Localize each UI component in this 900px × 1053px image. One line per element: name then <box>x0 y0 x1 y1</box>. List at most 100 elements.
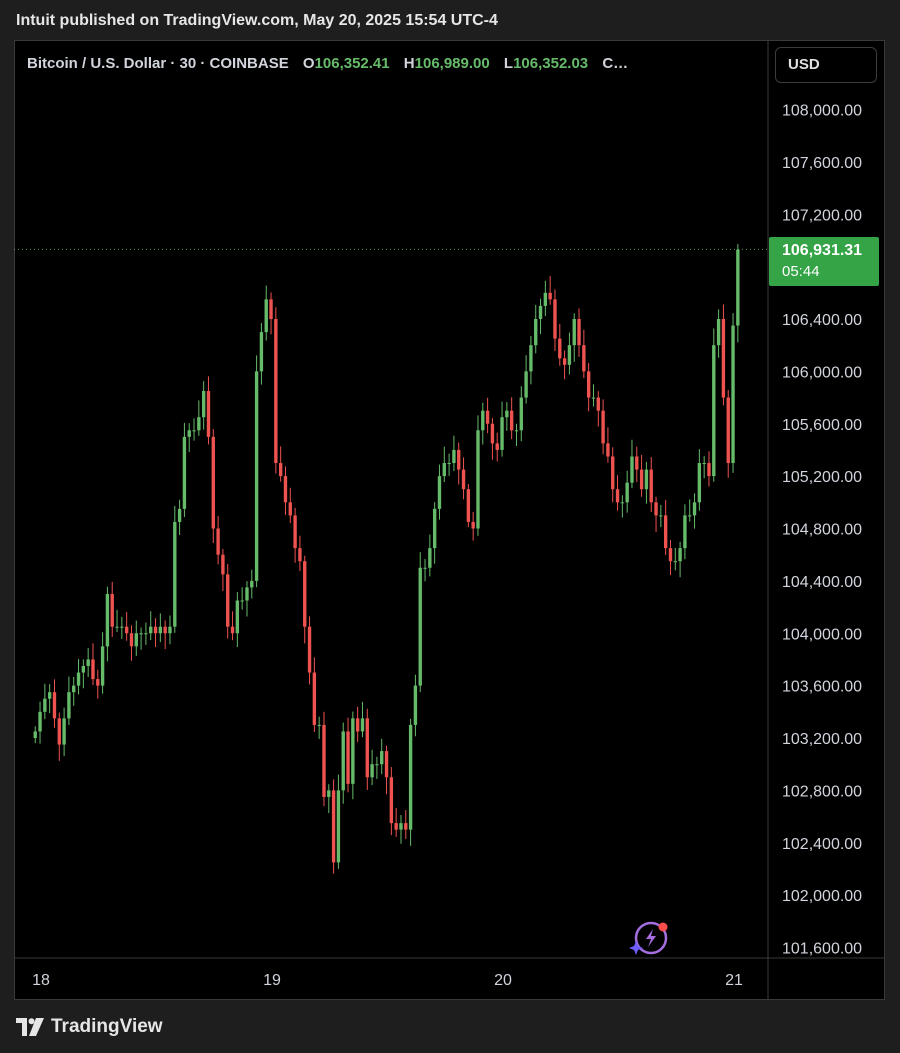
candle-body <box>572 319 576 346</box>
bar-countdown: 05:44 <box>782 263 820 280</box>
candle-body <box>673 561 677 563</box>
symbol-legend: Bitcoin / U.S. Dollar · 30 · COINBASE O1… <box>27 55 628 72</box>
price-chart[interactable]: 108,000.00 107,600.00 107,200.00 106,400.00… <box>14 40 885 1000</box>
candle-body <box>538 305 543 319</box>
candle-body <box>635 456 639 470</box>
candle-body <box>404 823 408 830</box>
low-key: L <box>503 55 514 72</box>
publish-line: Intuit published on TradingView.com, May… <box>16 12 498 29</box>
candle-body <box>447 463 451 465</box>
candle-body <box>442 463 446 477</box>
candle-body <box>341 731 345 791</box>
candle-body <box>726 397 730 464</box>
currency-button[interactable]: USD <box>775 47 877 83</box>
candle-body <box>72 685 76 693</box>
candle-body <box>702 463 706 465</box>
candle-body <box>177 508 182 522</box>
last-price-tag: 106,931.31 05:44 <box>769 237 879 286</box>
candle-body <box>43 698 47 712</box>
candle-body <box>47 692 52 699</box>
candle-body <box>543 292 548 306</box>
candle-body <box>432 508 437 549</box>
candle-body <box>206 391 211 437</box>
symbol-name: Bitcoin / U.S. Dollar · 30 · COINBASE <box>27 55 289 72</box>
candle-body <box>250 580 254 588</box>
candle-body <box>303 561 307 627</box>
candle-body <box>235 600 240 634</box>
candle-body <box>683 515 687 549</box>
candle-body <box>437 476 442 509</box>
candle-body <box>254 371 259 581</box>
y-tick-label: 105,600.00 <box>782 417 862 434</box>
candle-body <box>639 469 644 490</box>
candle-body <box>380 751 384 765</box>
candle-body <box>418 567 422 686</box>
candle-body <box>351 718 355 784</box>
candle-body <box>577 319 581 346</box>
tradingview-logo-icon <box>16 1018 44 1036</box>
candle-body <box>721 319 726 398</box>
y-tick-label: 105,200.00 <box>782 469 862 486</box>
candle-body <box>558 338 562 359</box>
candle-body <box>197 417 201 431</box>
candle-body <box>211 436 215 529</box>
candle-body <box>562 358 567 365</box>
y-tick-label: 103,600.00 <box>782 679 862 696</box>
footer-brand[interactable]: TradingView <box>16 1016 163 1038</box>
candle-body <box>264 299 268 333</box>
candle-body <box>611 456 615 490</box>
y-tick-label: 106,000.00 <box>782 364 862 381</box>
candle-body <box>226 574 230 627</box>
candle-body <box>230 626 235 634</box>
candle-body <box>278 463 283 477</box>
y-tick-label: 101,600.00 <box>782 941 862 958</box>
candle-body <box>688 515 692 517</box>
candle-body <box>692 502 697 516</box>
x-tick-label: 20 <box>494 972 512 989</box>
candle-body <box>110 593 114 627</box>
candle-body <box>630 456 634 483</box>
candle-body <box>485 410 490 424</box>
candle-body <box>336 790 341 863</box>
candle-body <box>187 430 191 437</box>
candle-body <box>408 724 413 830</box>
y-tick-label: 104,800.00 <box>782 522 862 539</box>
candle-body <box>457 449 461 470</box>
candle-body <box>495 443 499 450</box>
candle-body <box>505 410 509 418</box>
candle-body <box>216 528 220 555</box>
candle-body <box>423 567 427 569</box>
candle-body <box>134 633 138 647</box>
candle-body <box>553 299 557 339</box>
candle-body <box>115 626 119 628</box>
candle-body <box>240 600 244 602</box>
candle-body <box>96 679 100 686</box>
candle-body <box>288 502 292 516</box>
candle-body <box>620 502 625 504</box>
candle-body <box>500 417 504 450</box>
candle-body <box>124 626 129 634</box>
candle-body <box>625 482 629 503</box>
close-key: C… <box>602 55 629 72</box>
x-tick-label: 21 <box>725 972 743 989</box>
candle-body <box>663 515 668 549</box>
candle-body <box>654 502 658 516</box>
candle-body <box>144 633 148 635</box>
candle-body <box>591 397 596 399</box>
candle-body <box>697 463 702 503</box>
candle-body <box>399 823 403 830</box>
candle-body <box>360 718 365 732</box>
candle-body <box>346 731 350 784</box>
candle-body <box>52 692 57 719</box>
chart-frame <box>14 40 885 1000</box>
sparkle-icon[interactable] <box>629 920 669 956</box>
candle-body <box>529 345 533 372</box>
candle-body <box>298 548 302 562</box>
y-tick-label: 104,000.00 <box>782 626 862 643</box>
candle-body <box>476 430 480 529</box>
candle-body <box>452 449 456 464</box>
candle-body <box>413 685 418 725</box>
high-key: H <box>403 55 415 72</box>
candle-body <box>57 718 61 745</box>
candle-body <box>153 626 158 634</box>
